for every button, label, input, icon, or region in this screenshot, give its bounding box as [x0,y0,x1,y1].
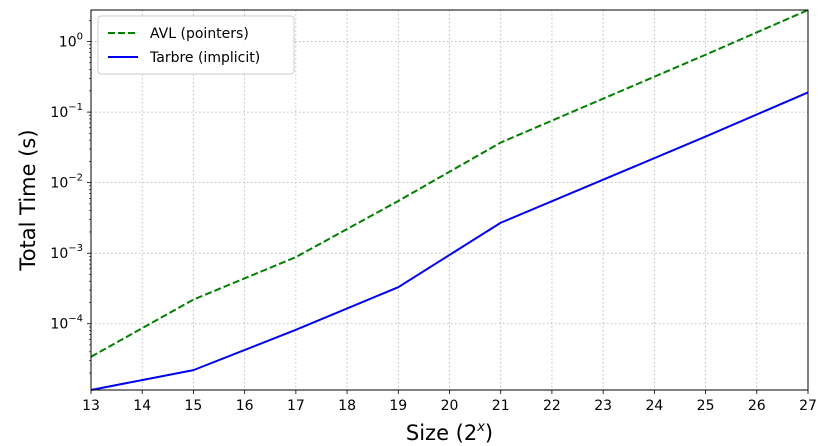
x-tick-label: 18 [338,398,356,414]
x-tick-label: 20 [441,398,459,414]
legend-label-0: AVL (pointers) [150,26,249,42]
y-tick-label: 10−2 [50,173,83,192]
y-tick-label: 10−3 [50,243,83,262]
legend: AVL (pointers) Tarbre (implicit) [97,15,295,75]
y-tick-base: 10 [50,105,68,121]
y-tick-base: 10 [50,246,68,262]
series-line-0 [90,9,809,358]
x-tick-label: 26 [748,398,766,414]
x-tick-label: 21 [492,398,510,414]
y-axis-label: Total Time (s) [16,129,40,271]
y-tick-base: 10 [59,35,77,51]
y-tick-exponent: −4 [68,314,83,325]
ticks: 13 14 15 16 17 18 19 20 21 22 23 24 25 26 2710010−110−… [50,20,817,414]
series-lines [90,9,809,391]
y-tick-label: 100 [59,32,83,51]
y-tick-exponent: −3 [68,243,83,254]
x-axis-label-close: ) [485,421,493,445]
y-tick-base: 10 [50,317,68,333]
x-tick-label: 22 [543,398,561,414]
x-tick-label: 17 [287,398,305,414]
y-tick-exponent: 0 [77,32,83,43]
legend-label-1: Tarbre (implicit) [149,50,260,66]
x-tick-label: 15 [185,398,203,414]
x-axis-label-superscript: x [476,420,485,435]
x-tick-label: 27 [799,398,817,414]
x-tick-label: 13 [82,398,100,414]
x-axis-label-base: Size (2 [406,421,477,445]
y-tick-label: 10−4 [50,314,83,333]
x-tick-label: 14 [133,398,151,414]
y-tick-label: 10−1 [50,102,83,121]
x-tick-label: 16 [236,398,254,414]
y-tick-exponent: −2 [68,173,83,184]
x-tick-label: 25 [697,398,715,414]
y-tick-exponent: −1 [68,102,83,113]
x-axis-label: Size (2x) [406,420,493,445]
x-tick-label: 19 [389,398,407,414]
legend-box [97,15,295,75]
y-tick-base: 10 [50,176,68,192]
series-line-1 [90,91,809,391]
x-tick-label: 23 [594,398,612,414]
x-tick-label: 24 [645,398,663,414]
